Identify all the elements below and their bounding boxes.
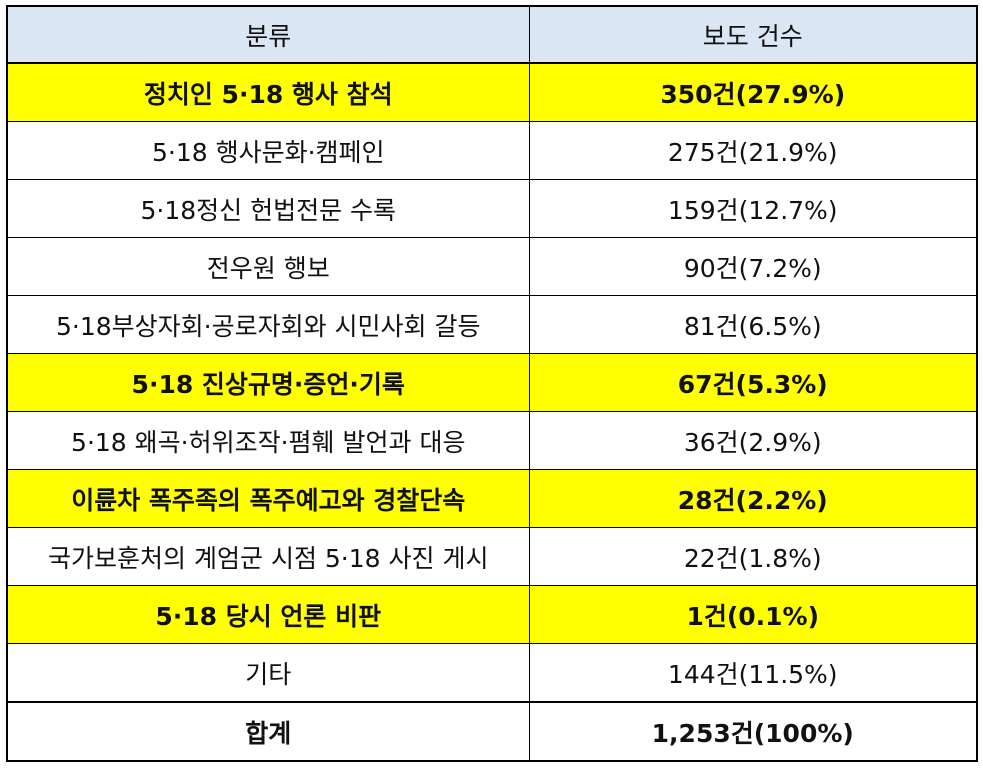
- report-count-table: 분류 보도 건수 정치인 5·18 행사 참석 350건(27.9%) 5·18…: [6, 5, 978, 762]
- count-cell: 350건(27.9%): [528, 62, 978, 122]
- table-row: 5·18 당시 언론 비판 1건(0.1%): [6, 585, 978, 644]
- table-header-row: 분류 보도 건수: [6, 5, 978, 64]
- count-cell: 275건(21.9%): [528, 121, 978, 180]
- category-cell: 기타: [6, 643, 530, 703]
- table-row: 5·18 진상규명·증언·기록 67건(5.3%): [6, 353, 978, 412]
- table-row: 5·18 왜곡·허위조작·폄훼 발언과 대응 36건(2.9%): [6, 411, 978, 470]
- count-cell: 81건(6.5%): [528, 295, 978, 354]
- category-cell: 5·18 행사문화·캠페인: [6, 121, 530, 180]
- table-row: 국가보훈처의 계엄군 시점 5·18 사진 게시 22건(1.8%): [6, 527, 978, 586]
- category-cell: 전우원 행보: [6, 237, 530, 296]
- table-row: 전우원 행보 90건(7.2%): [6, 237, 978, 296]
- count-cell: 28건(2.2%): [528, 469, 978, 528]
- count-cell: 90건(7.2%): [528, 237, 978, 296]
- category-cell: 5·18부상자회·공로자회와 시민사회 갈등: [6, 295, 530, 354]
- category-cell: 5·18정신 헌법전문 수록: [6, 179, 530, 238]
- count-cell: 159건(12.7%): [528, 179, 978, 238]
- category-cell: 5·18 진상규명·증언·기록: [6, 353, 530, 412]
- category-cell: 5·18 당시 언론 비판: [6, 585, 530, 644]
- table-row: 5·18 행사문화·캠페인 275건(21.9%): [6, 121, 978, 180]
- table-row: 정치인 5·18 행사 참석 350건(27.9%): [6, 62, 978, 122]
- total-row: 합계 1,253건(100%): [6, 701, 978, 762]
- total-count-cell: 1,253건(100%): [528, 701, 978, 762]
- category-cell: 국가보훈처의 계엄군 시점 5·18 사진 게시: [6, 527, 530, 586]
- count-cell: 1건(0.1%): [528, 585, 978, 644]
- count-cell: 36건(2.9%): [528, 411, 978, 470]
- count-cell: 67건(5.3%): [528, 353, 978, 412]
- category-cell: 5·18 왜곡·허위조작·폄훼 발언과 대응: [6, 411, 530, 470]
- table-row: 5·18정신 헌법전문 수록 159건(12.7%): [6, 179, 978, 238]
- count-cell: 22건(1.8%): [528, 527, 978, 586]
- header-category: 분류: [6, 5, 530, 64]
- report-table-container: 분류 보도 건수 정치인 5·18 행사 참석 350건(27.9%) 5·18…: [6, 5, 978, 762]
- table-row: 5·18부상자회·공로자회와 시민사회 갈등 81건(6.5%): [6, 295, 978, 354]
- total-label-cell: 합계: [6, 701, 530, 762]
- table-row: 기타 144건(11.5%): [6, 643, 978, 703]
- category-cell: 정치인 5·18 행사 참석: [6, 62, 530, 122]
- count-cell: 144건(11.5%): [528, 643, 978, 703]
- header-count: 보도 건수: [528, 5, 978, 64]
- category-cell: 이륜차 폭주족의 폭주예고와 경찰단속: [6, 469, 530, 528]
- table-row: 이륜차 폭주족의 폭주예고와 경찰단속 28건(2.2%): [6, 469, 978, 528]
